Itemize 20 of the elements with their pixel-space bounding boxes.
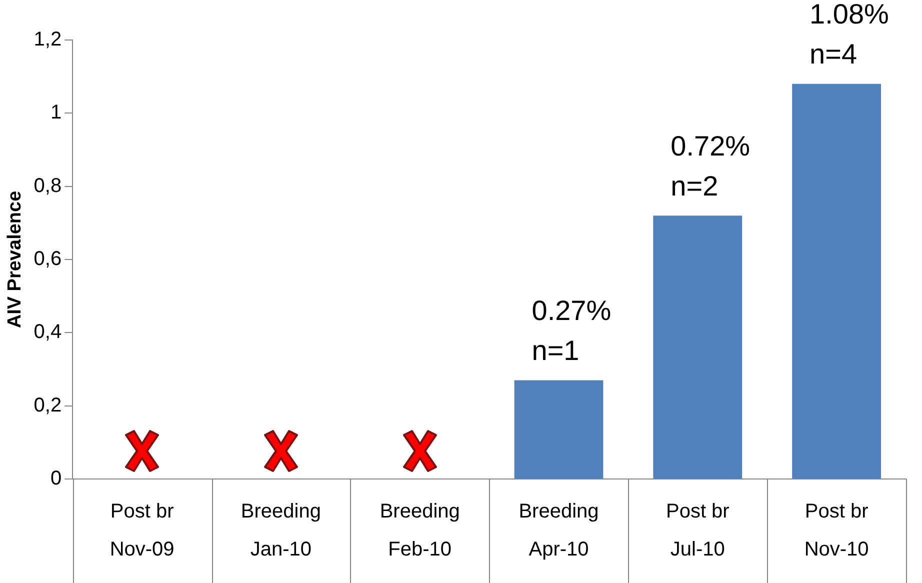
- data-label: 0.27% n=1: [532, 294, 612, 366]
- y-tick-label: 1: [50, 102, 62, 124]
- y-tick-label: 1,2: [34, 28, 62, 51]
- y-tick-label: 0,6: [34, 248, 62, 270]
- y-axis-title: AIV Prevalence: [4, 190, 26, 328]
- y-tick-label: 0: [50, 468, 62, 490]
- data-label: 1.08% n=4: [810, 0, 889, 70]
- x-tick-label: Post br Nov-09: [110, 500, 174, 561]
- x-tick-label: Breeding Jan-10: [240, 500, 321, 561]
- x-tick-label: Post br Jul-10: [666, 500, 730, 561]
- bar: [653, 216, 742, 478]
- bar: [792, 84, 881, 478]
- y-tick-label: 0,4: [34, 321, 62, 344]
- bar: [514, 380, 604, 478]
- x-tick-label: Breeding Feb-10: [380, 500, 460, 561]
- x-tick-label: Breeding Apr-10: [518, 500, 599, 561]
- y-tick-label: 0,8: [34, 174, 62, 197]
- y-tick-label: 0,2: [34, 394, 62, 416]
- data-label: 0.72% n=2: [670, 130, 750, 202]
- x-tick-label: Post br Nov-10: [804, 500, 869, 561]
